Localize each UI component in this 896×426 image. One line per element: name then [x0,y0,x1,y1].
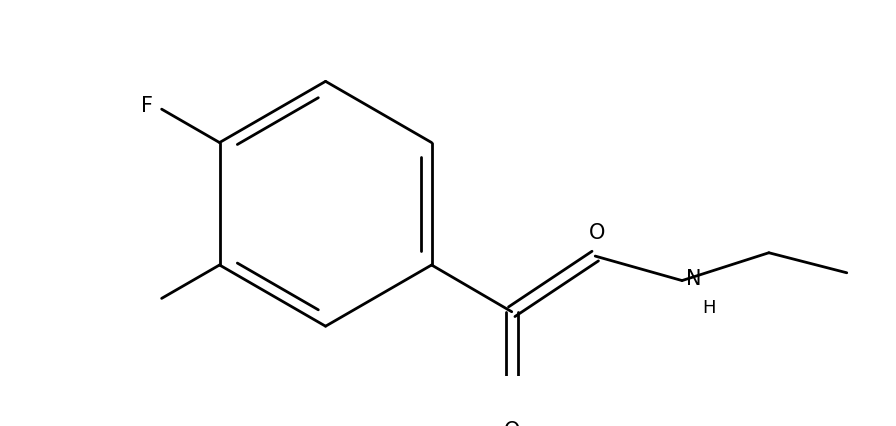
Text: O: O [504,421,520,426]
Text: O: O [590,223,606,243]
Text: N: N [686,270,702,289]
Text: F: F [141,96,152,116]
Text: H: H [702,299,716,317]
